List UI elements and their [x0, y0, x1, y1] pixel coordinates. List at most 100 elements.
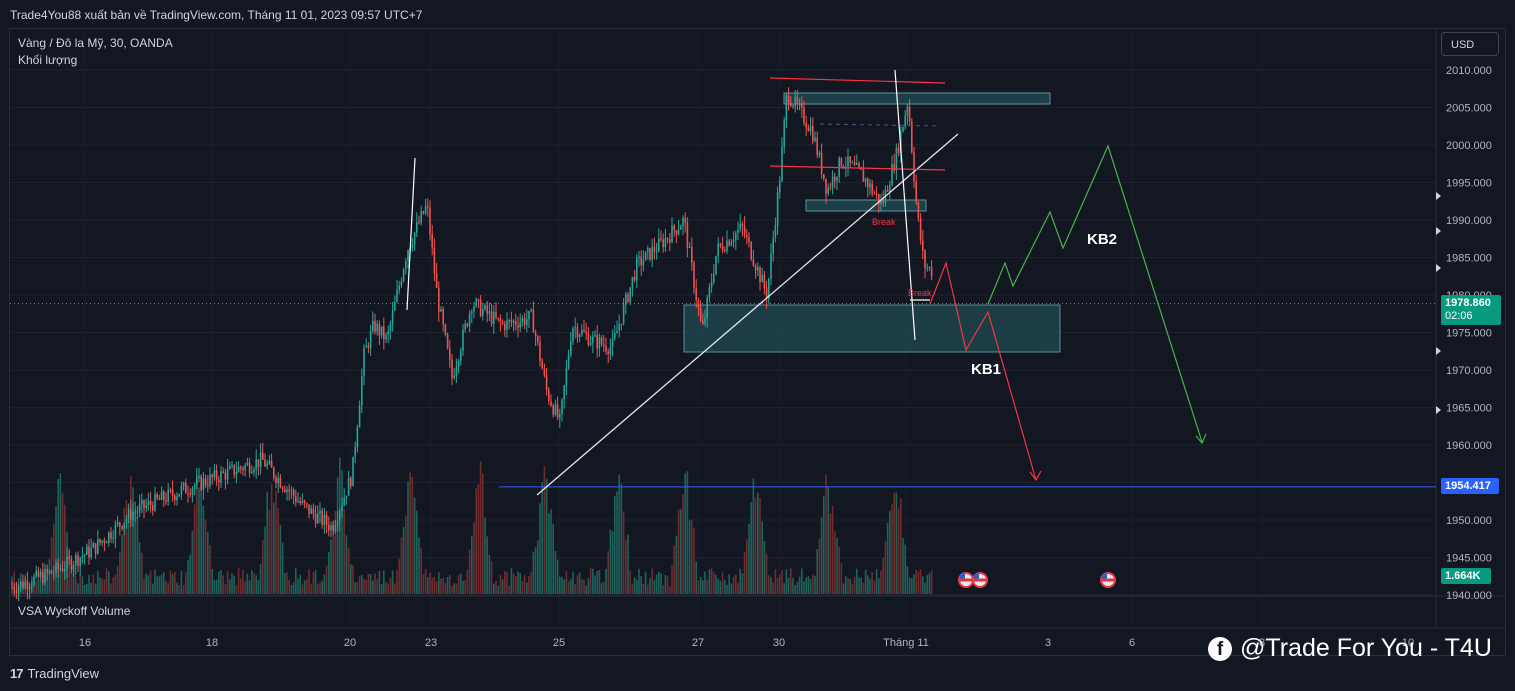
axis-marker-icon: [1436, 347, 1441, 355]
candle-body: [451, 359, 453, 378]
candle-body: [37, 570, 40, 577]
volume-bar: [453, 583, 455, 594]
candle-body: [543, 368, 546, 376]
candle-body: [90, 547, 92, 558]
candle-body: [559, 413, 561, 418]
candle-body: [380, 326, 383, 336]
volume-bar: [671, 565, 673, 594]
volume-bar: [464, 580, 466, 594]
volume-legend[interactable]: Khối lượng: [18, 53, 78, 67]
volume-bar: [462, 580, 464, 594]
volume-bar: [174, 572, 176, 594]
us-flag-canton: [974, 574, 979, 579]
volume-bar: [191, 530, 194, 594]
volume-bar: [451, 585, 453, 594]
candle-body: [495, 311, 497, 318]
candle-body: [149, 500, 152, 506]
candle-body: [123, 523, 125, 529]
volume-bar: [640, 575, 642, 594]
candle-body: [464, 323, 466, 330]
candle-body: [928, 267, 931, 269]
candle-body: [849, 156, 851, 163]
candle-body: [341, 505, 343, 512]
candle-body: [308, 504, 310, 514]
volume-bar: [497, 585, 499, 594]
indicator-legend[interactable]: VSA Wyckoff Volume: [18, 604, 131, 618]
candle-body: [290, 490, 293, 492]
volume-bar: [187, 560, 189, 594]
volume-bar: [167, 583, 169, 594]
candle-body: [427, 205, 429, 208]
volume-bar: [354, 582, 356, 594]
volume-bar: [81, 576, 84, 594]
candle-body: [521, 317, 524, 323]
candle-body: [358, 405, 361, 428]
candle-body: [356, 427, 359, 448]
candle-body: [825, 179, 827, 194]
candle-body: [455, 367, 458, 376]
candle-body: [902, 127, 904, 132]
volume-bar: [189, 554, 191, 594]
candle-body: [710, 281, 713, 288]
candle-body: [798, 104, 801, 106]
candle-body: [198, 476, 200, 479]
candle-body: [277, 477, 279, 484]
candle-body: [334, 525, 337, 532]
time-axis[interactable]: 16 18 20 23 25 27 30 Tháng 11 3 6 8 10: [79, 637, 1414, 649]
volume-bar: [405, 515, 407, 594]
volume-bar: [92, 574, 95, 594]
supply-zone-mid: [805, 199, 927, 212]
candle-body: [730, 242, 733, 246]
label-break-1: Break: [872, 217, 896, 227]
volume-bar: [163, 572, 165, 594]
candle-body: [103, 540, 106, 543]
candle-body: [915, 181, 917, 203]
volume-bar: [895, 492, 898, 594]
candle-body: [226, 468, 229, 480]
axis-marker-icon: [1436, 192, 1441, 200]
symbol-legend[interactable]: Vàng / Đô la Mỹ, 30, OANDA: [18, 36, 173, 50]
volume-bar: [244, 581, 246, 594]
volume-bar: [691, 519, 693, 594]
candle-body: [704, 317, 706, 324]
candle-body: [840, 157, 843, 167]
volume-bar: [488, 554, 491, 594]
candle-body: [462, 329, 464, 351]
candle-body: [765, 288, 768, 300]
candle-body: [220, 471, 222, 483]
candle-body: [625, 294, 627, 305]
volume-bar: [383, 570, 385, 594]
publish-text: Trade4You88 xuất bản về TradingView.com,…: [10, 8, 423, 22]
tradingview-logo[interactable]: 17 TradingView: [10, 666, 99, 681]
volume-bar: [112, 577, 114, 594]
candle-body: [506, 320, 508, 331]
candle-body: [165, 500, 167, 502]
volume-bar: [886, 522, 889, 594]
volume-bar: [642, 583, 645, 594]
volume-bar: [622, 511, 625, 594]
volume-bar: [97, 570, 99, 594]
volume-bar: [79, 575, 81, 594]
candle-body: [763, 274, 766, 289]
volume-bar: [411, 477, 414, 594]
volume-bar: [270, 483, 273, 594]
volume-bar: [165, 581, 167, 594]
economic-events[interactable]: [958, 572, 1116, 588]
candle-body: [435, 273, 438, 289]
volume-bar: [59, 473, 62, 594]
time-tick-label: 23: [425, 637, 437, 649]
volume-bar: [141, 552, 143, 594]
currency-button[interactable]: USD: [1441, 32, 1499, 56]
volume-bar: [603, 581, 605, 594]
volume-bar: [776, 578, 779, 594]
volume-bar: [160, 574, 163, 594]
us-flag-canton: [960, 574, 965, 579]
candle-body: [64, 569, 66, 571]
volume-bar: [631, 584, 634, 594]
candle-body: [878, 194, 880, 205]
candle-body: [438, 288, 440, 312]
time-tick-label: 8: [1259, 637, 1265, 649]
price-axis[interactable]: 2010.000 2005.000 2000.000 1995.000 1990.000…: [1436, 65, 1492, 602]
candle-body: [585, 331, 587, 334]
